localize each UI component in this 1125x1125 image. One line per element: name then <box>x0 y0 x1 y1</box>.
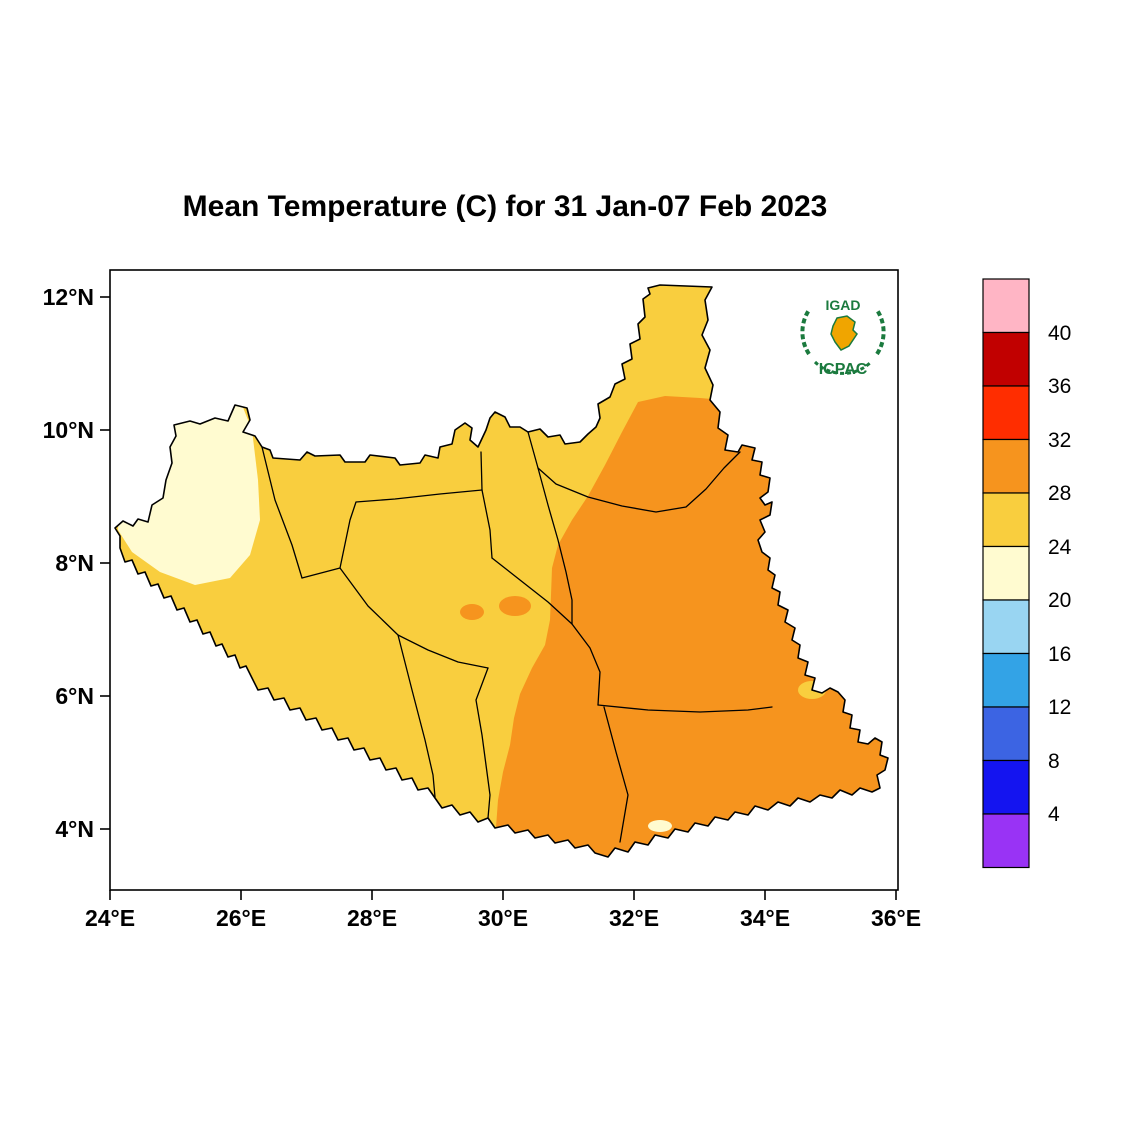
country-outline <box>114 284 889 858</box>
colorbar-swatch <box>982 278 1030 334</box>
temperature-field <box>114 284 889 858</box>
logo-africa-icon <box>830 315 858 351</box>
y-tick-label: 4°N <box>55 816 94 842</box>
colorbar-label: 4 <box>1048 803 1060 826</box>
plot-frame <box>109 269 899 891</box>
y-tick-label: 10°N <box>43 417 94 443</box>
colorbar-label: 20 <box>1048 589 1071 612</box>
y-axis <box>100 296 110 830</box>
contour-spot-20-24 <box>648 820 672 832</box>
colorbar-swatch <box>982 706 1030 762</box>
logo-igad-text: IGAD <box>826 297 861 313</box>
colorbar-swatch <box>982 492 1030 548</box>
colorbar-labels: 40 36 32 28 24 20 16 12 8 4 <box>1048 322 1072 826</box>
logo-wreath-left <box>800 308 811 356</box>
colorbar-swatch <box>982 813 1030 869</box>
colorbar-swatch <box>982 545 1030 601</box>
colorbar-label: 40 <box>1048 322 1071 345</box>
colorbar-label: 28 <box>1048 482 1071 505</box>
x-tick-label: 28°E <box>347 905 397 931</box>
x-tick-label: 34°E <box>740 905 790 931</box>
logo-wreath-right <box>875 308 886 356</box>
colorbar-swatch <box>982 599 1030 655</box>
x-tick-label: 24°E <box>85 905 135 931</box>
igad-icpac-logo: IGAD ICPAC <box>800 297 886 378</box>
colorbar-swatch <box>982 438 1030 494</box>
x-tick-label: 36°E <box>871 905 921 931</box>
colorbar-swatch <box>982 385 1030 441</box>
colorbar-swatch <box>982 652 1030 708</box>
colorbar-label: 12 <box>1048 696 1071 719</box>
x-axis-labels: 24°E 26°E 28°E 30°E 32°E 34°E 36°E <box>85 905 921 931</box>
y-tick-label: 6°N <box>55 683 94 709</box>
logo-icpac-text: ICPAC <box>819 361 868 378</box>
colorbar-label: 16 <box>1048 643 1071 666</box>
x-tick-label: 32°E <box>609 905 659 931</box>
chart-title: Mean Temperature (C) for 31 Jan-07 Feb 2… <box>183 190 828 223</box>
y-tick-label: 12°N <box>43 284 94 310</box>
colorbar <box>982 278 1030 869</box>
x-axis <box>109 890 897 900</box>
colorbar-swatch <box>982 331 1030 387</box>
x-tick-label: 30°E <box>478 905 528 931</box>
contour-spot-28-32 <box>460 604 484 620</box>
contour-spot-28-32 <box>499 596 531 616</box>
y-tick-label: 8°N <box>55 550 94 576</box>
colorbar-label: 32 <box>1048 429 1071 452</box>
state-boundaries <box>261 431 773 843</box>
colorbar-swatch <box>982 759 1030 815</box>
y-axis-labels: 12°N 10°N 8°N 6°N 4°N <box>43 284 94 842</box>
colorbar-label: 24 <box>1048 536 1072 559</box>
logo-wreath-bottom <box>813 360 873 375</box>
colorbar-label: 36 <box>1048 375 1071 398</box>
x-tick-label: 26°E <box>216 905 266 931</box>
colorbar-label: 8 <box>1048 750 1060 773</box>
